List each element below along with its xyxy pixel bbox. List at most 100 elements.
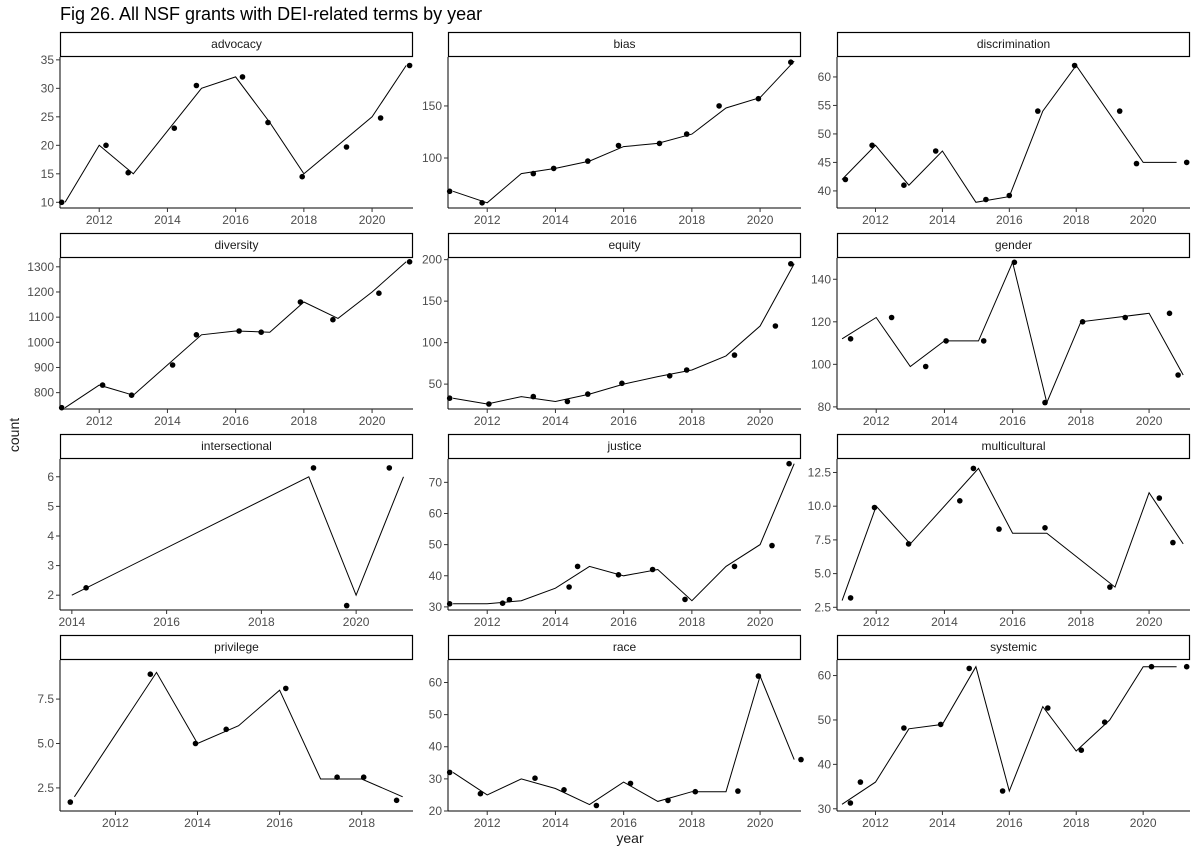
data-point [593,802,600,809]
data-point [905,541,912,547]
data-point [682,596,688,603]
data-point [499,600,506,606]
y-tick-label: 100 [422,336,442,350]
y-tick-label: 10 [41,195,55,209]
data-point [446,601,453,607]
data-point [922,363,929,370]
x-tick-label: 2014 [154,213,181,227]
y-tick-label: 5 [47,499,54,513]
y-tick-label: 1300 [27,260,54,274]
data-point [692,788,699,795]
x-tick-label: 2012 [474,615,501,629]
facet-strip-label: justice [606,439,641,453]
x-tick-label: 2020 [1136,414,1163,428]
x-tick-label: 2018 [679,213,706,227]
data-point [446,188,453,195]
y-tick-label: 50 [429,708,443,722]
data-point [550,165,557,172]
y-tick-label: 40 [429,569,443,583]
data-point [731,563,738,570]
data-point [857,779,864,785]
x-tick-label: 2018 [348,816,375,830]
x-tick-label: 2018 [291,213,318,227]
series-line [841,665,1177,805]
data-point [1166,310,1173,317]
data-point [360,774,367,780]
facet-strip [447,634,802,661]
x-tick-label: 2018 [1068,414,1095,428]
x-tick-label: 2016 [222,213,249,227]
x-tick-label: 2012 [474,816,501,830]
y-tick-label: 100 [811,357,831,371]
data-point [983,196,989,203]
data-point [665,797,671,804]
data-point [901,182,907,188]
data-point [236,328,242,334]
x-tick-label: 2014 [542,615,569,629]
data-point [615,142,622,149]
data-point [1175,372,1181,378]
data-point [564,398,571,405]
y-tick-label: 150 [422,294,442,308]
x-axis-label: year [616,830,644,846]
data-point [193,82,200,89]
data-point [615,572,622,578]
facet-equity: equity 50 100 150 200 2012 2014 2016 2018 2020 [422,232,802,428]
y-tick-label: 70 [429,475,443,489]
y-tick-label: 60 [429,506,443,520]
data-point [406,259,413,265]
x-tick-label: 2014 [931,414,958,428]
data-point [869,142,875,149]
data-point [566,584,572,590]
data-point [842,176,849,183]
data-point [530,170,537,177]
data-point [970,465,977,472]
data-point [1045,705,1051,711]
x-tick-label: 2014 [542,213,569,227]
y-tick-label: 80 [818,400,832,414]
data-point [1122,314,1128,321]
data-point [343,144,350,150]
x-tick-label: 2020 [1130,213,1157,227]
facet-strip [447,232,802,259]
data-point [1006,192,1013,199]
x-tick-label: 2018 [1063,816,1090,830]
y-tick-label: 25 [41,110,55,124]
x-tick-label: 2016 [153,615,180,629]
y-tick-label: 45 [818,155,832,169]
y-tick-label: 1200 [27,285,54,299]
y-tick-label: 10.0 [808,499,832,513]
facet-justice: justice 30 40 50 60 70 2012 2014 2016 2018 2020 [429,433,802,629]
data-point [957,498,963,504]
x-tick-label: 2018 [679,816,706,830]
x-tick-label: 2016 [610,414,637,428]
y-tick-label: 1100 [28,310,54,324]
facet-gender: gender 80 100 120 140 2012 2014 2016 2018 2020 [811,232,1191,428]
data-point [258,329,265,336]
y-tick-label: 35 [41,53,55,67]
data-point [847,800,854,806]
data-point [847,336,854,342]
data-point [937,721,944,728]
data-point [446,395,453,402]
data-point [585,391,591,397]
y-tick-label: 900 [34,360,54,374]
data-point [996,526,1002,532]
x-tick-label: 2020 [1130,816,1157,830]
y-tick-label: 20 [429,804,443,818]
data-point [299,173,306,180]
data-point [1042,399,1048,406]
series-line [64,65,407,203]
facet-strip [836,232,1191,259]
y-tick-label: 200 [422,253,442,267]
x-tick-label: 2018 [1063,213,1090,227]
facet-strip [836,31,1191,58]
data-point [128,392,135,399]
data-point [1148,663,1155,670]
facet-strip-label: discrimination [977,37,1050,51]
data-point [1071,62,1078,69]
x-tick-label: 2012 [862,213,889,227]
y-tick-label: 100 [422,151,442,165]
data-point [99,382,106,388]
facet-multicultural: multicultural 2.5 5.0 7.5 10.0 12.5 2012 2014 20… [808,433,1191,629]
